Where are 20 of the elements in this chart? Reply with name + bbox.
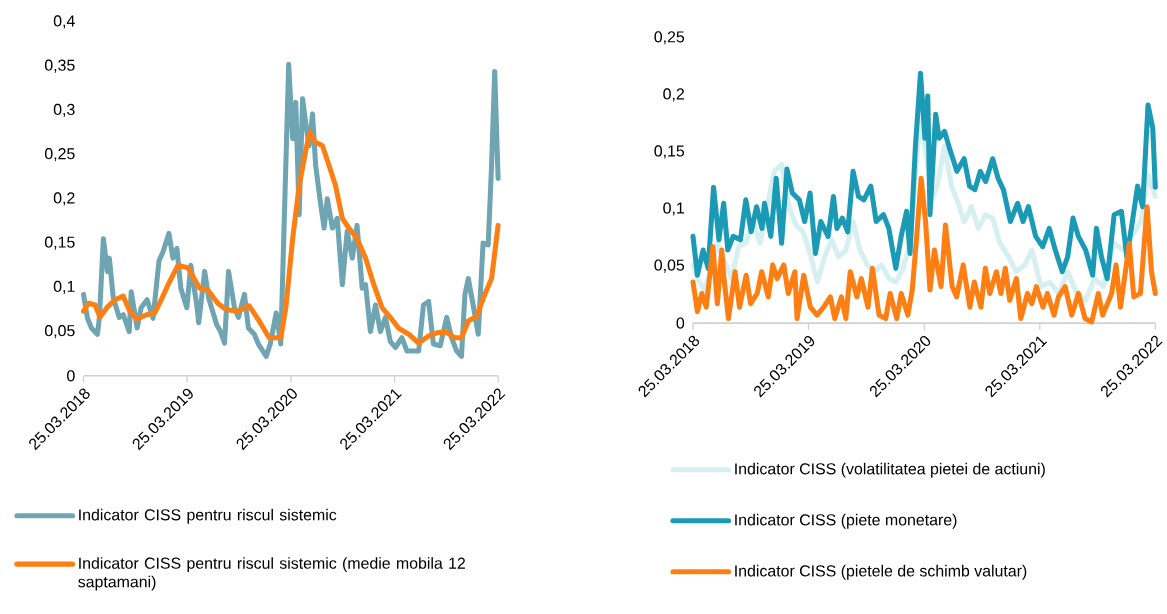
legend-label: Indicator CISS pentru riscul sistemic bbox=[79, 508, 337, 524]
y-tick-label: 0,1 bbox=[53, 280, 75, 294]
y-tick-label: 0,2 bbox=[663, 88, 684, 102]
y-tick-label: 0 bbox=[676, 317, 685, 329]
y-tick-label: 0,4 bbox=[53, 15, 75, 29]
y-tick-label: 0,25 bbox=[44, 147, 75, 161]
y-tick-label: 0,15 bbox=[44, 236, 75, 250]
y-tick-label: 0,3 bbox=[53, 103, 75, 117]
legend-label: Indicator CISS (pietele de schimb valutar) bbox=[735, 564, 1027, 580]
y-tick-label: 0 bbox=[67, 369, 75, 382]
legend-label: Indicator CISS pentru riscul sistemic (medie mobila 12 saptamani) bbox=[78, 556, 465, 591]
y-tick-label: 0,05 bbox=[654, 259, 685, 273]
y-tick-label: 0,15 bbox=[654, 145, 685, 159]
legend-label: Indicator CISS (piete monetare) bbox=[735, 513, 957, 529]
y-tick-label: 0,25 bbox=[654, 31, 685, 45]
y-tick-label: 0,35 bbox=[44, 59, 75, 73]
legend-label: Indicator CISS (volatilitatea pietei de actiuni) bbox=[735, 462, 1045, 478]
y-tick-label: 0,2 bbox=[53, 192, 75, 206]
y-tick-label: 0,1 bbox=[663, 202, 684, 216]
y-tick-label: 0,05 bbox=[44, 324, 75, 338]
